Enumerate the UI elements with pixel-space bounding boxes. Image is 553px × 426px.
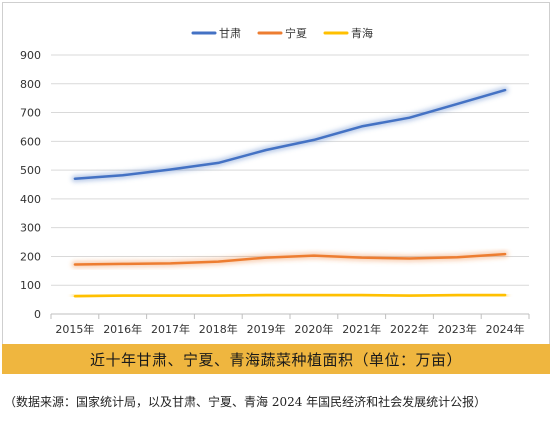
source-note: （数据来源：国家统计局，以及甘肃、宁夏、青海 2024 年国民经济和社会发展统计… <box>4 395 487 409</box>
y-tick-label: 500 <box>20 164 41 177</box>
x-tick-label: 2020年 <box>294 322 333 336</box>
x-tick-label: 2023年 <box>438 322 477 336</box>
y-tick-label: 600 <box>20 135 41 148</box>
chart-caption: 近十年甘肃、宁夏、青海蔬菜种植面积（单位：万亩） <box>89 350 462 369</box>
y-tick-label: 0 <box>34 308 41 321</box>
legend-label: 甘肃 <box>219 27 241 40</box>
x-tick-label: 2015年 <box>55 322 94 336</box>
series-line-1 <box>73 252 507 266</box>
y-tick-label: 300 <box>20 222 41 235</box>
y-tick-label: 400 <box>20 193 41 206</box>
series-lines <box>71 86 509 300</box>
series-glow <box>71 86 509 183</box>
y-tick-label: 900 <box>20 49 41 62</box>
x-tick-label: 2018年 <box>199 322 238 336</box>
legend: 甘肃 宁夏 青海 <box>191 26 373 40</box>
x-tick-label: 2017年 <box>151 322 190 336</box>
legend-label: 青海 <box>351 26 373 40</box>
series-line-2 <box>73 293 507 298</box>
x-tick-label: 2021年 <box>342 322 381 336</box>
y-tick-label: 800 <box>20 78 41 91</box>
x-axis-ticks: 2015年 2016年 2017年 2018年 2019年 2020年 2021年 2022年… <box>50 314 530 336</box>
gridlines <box>51 54 529 315</box>
y-tick-label: 700 <box>20 107 41 120</box>
y-axis-ticks: 0 100 200 300 400 500 600 700 800 900 <box>20 49 41 321</box>
x-tick-label: 2022年 <box>390 322 429 336</box>
chart-frame: 0 100 200 300 400 500 600 700 800 900 2015年 2016年 2… <box>2 2 550 346</box>
x-tick-label: 2024年 <box>486 322 525 336</box>
x-tick-label: 2016年 <box>103 322 142 336</box>
y-tick-label: 200 <box>20 250 41 263</box>
x-tick-label: 2019年 <box>247 322 286 336</box>
y-tick-label: 100 <box>20 279 41 292</box>
legend-label: 宁夏 <box>285 26 307 40</box>
chart-caption-bar: 近十年甘肃、宁夏、青海蔬菜种植面积（单位：万亩） <box>2 344 550 374</box>
series-line-0 <box>73 88 507 180</box>
